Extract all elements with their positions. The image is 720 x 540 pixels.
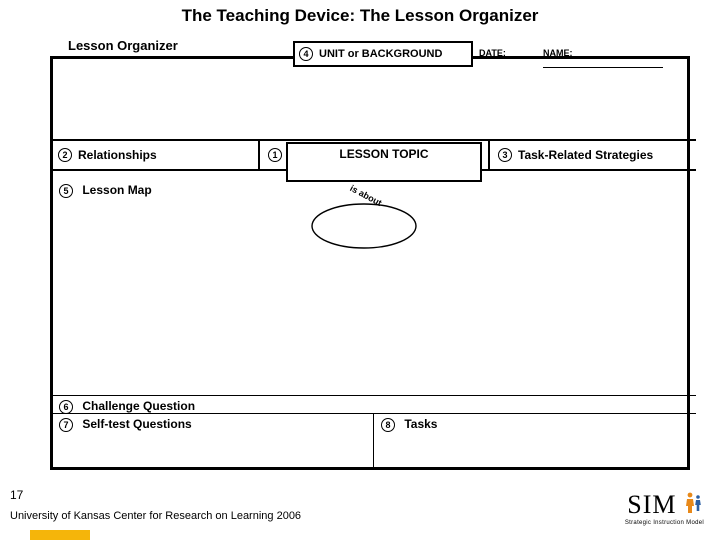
topic-oval [309,201,419,251]
name-field: NAME: [543,48,687,68]
unit-label: UNIT or BACKGROUND [319,48,442,60]
relationships-label: Relationships [78,148,157,162]
slide-number: 17 [10,488,23,502]
lesson-topic-cell: 1 LESSON TOPIC [260,141,490,169]
circled-7: 7 [59,418,73,432]
name-label: NAME: [543,48,573,58]
challenge-divider [50,395,696,396]
date-field: DATE: [479,48,548,58]
lesson-row: 2 Relationships 1 LESSON TOPIC 3 Task-Re… [50,139,696,171]
relationships-cell: 2 Relationships [50,141,260,169]
tasks-label: Tasks [404,417,437,431]
circled-4: 4 [299,47,313,61]
sim-logo: SIM Strategic Instruction Model [625,490,704,526]
circled-5: 5 [59,184,73,198]
circled-6: 6 [59,400,73,414]
date-label: DATE: [479,48,506,58]
circled-8: 8 [381,418,395,432]
subtitle: Lesson Organizer [68,38,178,53]
circled-2: 2 [58,148,72,162]
selftest-label: Self-test Questions [82,417,191,431]
strategies-label: Task-Related Strategies [518,148,653,162]
circled-3: 3 [498,148,512,162]
page-title: The Teaching Device: The Lesson Organize… [0,0,720,26]
people-icon [684,491,704,515]
selftest-questions: 7 Self-test Questions [59,417,192,432]
footer-text: University of Kansas Center for Research… [10,510,301,522]
tasks-divider [373,413,374,470]
challenge-label: Challenge Question [82,399,195,413]
lesson-map-label: Lesson Map [82,183,151,197]
logo-text: SIM [625,490,704,520]
lesson-map: 5 Lesson Map [59,183,152,198]
lesson-topic-label: LESSON TOPIC [339,147,428,161]
accent-bar [30,530,90,540]
circled-1: 1 [268,148,282,162]
date-underline [506,50,548,58]
strategies-cell: 3 Task-Related Strategies [490,141,696,169]
lesson-topic-box: LESSON TOPIC [286,142,482,182]
name-underline [543,60,663,68]
tasks: 8 Tasks [381,417,437,432]
challenge-question: 6 Challenge Question [59,399,195,414]
logo-subtext: Strategic Instruction Model [625,520,704,526]
organizer-frame: 4 UNIT or BACKGROUND DATE: NAME: 2 Relat… [50,56,690,470]
unit-background-box: 4 UNIT or BACKGROUND [293,41,473,67]
